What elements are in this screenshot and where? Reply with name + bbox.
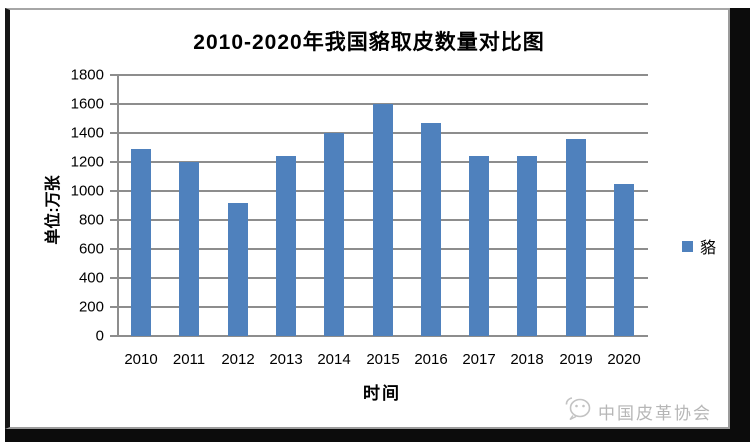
bar-2015: [373, 104, 393, 336]
y-tick-label: 800: [78, 211, 104, 229]
y-tick-label: 400: [78, 269, 104, 287]
bar-2011: [179, 162, 199, 336]
bar-2016: [421, 123, 441, 336]
y-tick-label: 1400: [70, 124, 104, 142]
y-tick: [110, 132, 117, 134]
y-tick: [110, 103, 117, 105]
y-tick-label: 0: [95, 327, 104, 345]
y-tick-label: 1600: [70, 95, 104, 113]
legend-swatch-icon: [682, 240, 693, 252]
chart-image-card: 2010-2020年我国貉取皮数量对比图 单位:万张 0 200 400 600 800…: [5, 8, 730, 429]
y-tick-label: 600: [78, 240, 104, 258]
legend-label: 貉: [700, 240, 717, 257]
bar-2019: [566, 139, 586, 336]
x-tick-label: 2011: [172, 351, 206, 368]
y-tick: [110, 190, 117, 192]
plot-area: [110, 74, 648, 337]
gridline: [117, 74, 648, 76]
y-tick: [110, 161, 117, 163]
y-tick-label: 1800: [70, 66, 104, 84]
y-tick-label: 200: [78, 298, 104, 316]
y-tick: [110, 277, 117, 279]
wechat-icon: [562, 395, 594, 427]
bar-2010: [131, 149, 151, 336]
y-tick: [110, 219, 117, 221]
frame-right-band: [730, 8, 750, 442]
x-tick-label: 2020: [607, 351, 641, 368]
x-tick-label: 2015: [366, 351, 400, 368]
y-tick: [110, 335, 117, 337]
chart-title: 2010-2020年我国貉取皮数量对比图: [193, 31, 545, 54]
y-tick: [110, 306, 117, 308]
bar-2013: [276, 156, 296, 336]
watermark-text: 中国皮革协会: [598, 403, 712, 423]
bar-2020: [614, 184, 634, 336]
bar-2018: [517, 156, 537, 336]
y-tick: [110, 248, 117, 250]
frame-bottom-band: [5, 429, 750, 442]
y-tick-label: 1000: [70, 182, 104, 200]
x-tick-label: 2017: [462, 351, 496, 368]
x-tick-label: 2012: [221, 351, 255, 368]
y-tick-label: 1200: [70, 153, 104, 171]
x-tick-label: 2014: [317, 351, 351, 368]
legend: 貉: [682, 234, 716, 258]
y-axis-line: [117, 75, 119, 336]
x-tick-label: 2010: [124, 351, 158, 368]
y-tick: [110, 74, 117, 76]
x-tick-label: 2016: [414, 351, 448, 368]
x-axis-title: 时间: [363, 384, 401, 403]
watermark: 中国皮革协会: [562, 395, 712, 427]
bar-2014: [324, 133, 344, 336]
bar-2012: [228, 203, 248, 336]
bar-2017: [469, 156, 489, 336]
x-tick-label: 2019: [559, 351, 593, 368]
x-tick-label: 2018: [510, 351, 544, 368]
gridline: [117, 335, 648, 337]
x-tick-label: 2013: [269, 351, 303, 368]
